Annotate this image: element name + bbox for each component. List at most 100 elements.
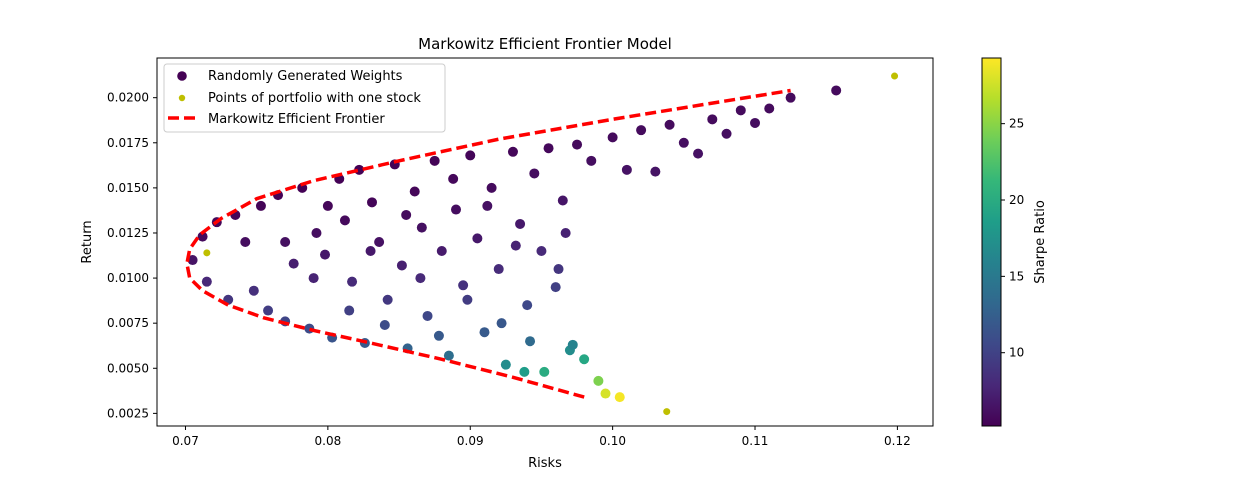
scatter-point xyxy=(607,132,618,143)
scatter-point xyxy=(255,200,266,211)
scatter-point xyxy=(496,318,507,329)
scatter-point xyxy=(621,164,632,175)
scatter-point xyxy=(415,273,426,284)
scatter-point xyxy=(379,319,390,330)
legend-label-single: Points of portfolio with one stock xyxy=(208,91,421,106)
legend: Randomly Generated Weights Points of por… xyxy=(163,63,446,133)
scatter-point xyxy=(347,276,358,287)
scatter-point xyxy=(443,350,454,361)
scatter-point xyxy=(486,182,497,193)
scatter-point xyxy=(263,305,274,316)
scatter-point xyxy=(197,231,208,242)
colorbar-tick-label: 20 xyxy=(1009,193,1024,207)
scatter-point xyxy=(579,354,590,365)
y-tick-label: 0.0050 xyxy=(107,361,149,375)
scatter-point xyxy=(187,255,198,266)
scatter-point xyxy=(664,119,675,130)
single-stock-point xyxy=(203,249,211,257)
scatter-point xyxy=(543,143,554,154)
scatter-point xyxy=(507,146,518,157)
legend-frame xyxy=(163,63,446,133)
single-stock-points xyxy=(203,72,899,416)
y-tick-label: 0.0125 xyxy=(107,226,149,240)
y-tick-label: 0.0200 xyxy=(107,91,149,105)
y-tick-label: 0.0150 xyxy=(107,181,149,195)
single-stock-point xyxy=(663,408,671,416)
x-tick-label: 0.07 xyxy=(172,434,199,448)
colorbar-tick-label: 15 xyxy=(1009,269,1024,283)
scatter-point xyxy=(472,233,483,244)
scatter-point xyxy=(465,150,476,161)
scatter-point xyxy=(308,273,319,284)
scatter-point xyxy=(367,197,378,208)
scatter-point xyxy=(448,173,459,184)
legend-marker-random xyxy=(177,71,187,81)
scatter-point xyxy=(831,85,842,96)
scatter-point xyxy=(500,359,511,370)
scatter-point xyxy=(785,92,796,103)
scatter-point xyxy=(536,246,547,257)
scatter-point xyxy=(678,137,689,148)
scatter-point xyxy=(374,237,385,247)
scatter-point xyxy=(322,200,333,211)
scatter-point xyxy=(344,305,355,316)
y-tick-label: 0.0100 xyxy=(107,271,149,285)
scatter-point xyxy=(510,240,521,251)
scatter-point xyxy=(382,294,393,305)
scatter-point xyxy=(593,375,604,386)
colorbar-bar xyxy=(981,57,1002,427)
plot-area: 0.07 0.08 0.09 0.10 0.11 0.12 0.0025 0.0050 0.0… xyxy=(107,57,934,448)
scatter-point xyxy=(600,388,611,399)
scatter-point xyxy=(560,227,571,238)
scatter-point xyxy=(436,246,447,257)
scatter-point xyxy=(750,117,761,128)
scatter-point xyxy=(462,294,473,305)
y-axis: 0.0025 0.0050 0.0075 0.0100 0.0125 0.0150 0.01… xyxy=(107,91,157,420)
scatter-point xyxy=(650,166,661,177)
scatter-points xyxy=(187,85,842,403)
scatter-point xyxy=(567,339,578,350)
x-tick-label: 0.09 xyxy=(457,434,484,448)
scatter-point xyxy=(519,366,530,377)
legend-marker-single xyxy=(178,94,186,102)
colorbar-label: Sharpe Ratio xyxy=(1033,200,1048,284)
legend-label-frontier: Markowitz Efficient Frontier xyxy=(208,112,385,127)
colorbar-ticks: 10 15 20 25 xyxy=(1001,117,1024,360)
single-stock-point xyxy=(891,72,899,80)
scatter-point xyxy=(297,182,308,193)
scatter-point xyxy=(721,128,732,139)
scatter-point xyxy=(365,246,376,257)
scatter-point xyxy=(614,392,625,403)
scatter-point xyxy=(693,148,704,159)
x-tick-label: 0.12 xyxy=(884,434,911,448)
scatter-point xyxy=(707,114,718,125)
scatter-point xyxy=(539,366,550,377)
scatter-point xyxy=(248,285,259,296)
scatter-point xyxy=(422,310,433,321)
scatter-point xyxy=(764,103,775,114)
x-tick-label: 0.08 xyxy=(315,434,342,448)
y-tick-label: 0.0175 xyxy=(107,136,149,150)
scatter-point xyxy=(288,258,299,269)
scatter-point xyxy=(636,125,647,136)
efficient-frontier xyxy=(185,88,791,399)
x-tick-label: 0.10 xyxy=(599,434,626,448)
y-tick-label: 0.0025 xyxy=(107,406,149,420)
scatter-point xyxy=(409,186,420,197)
colorbar-tick-label: 25 xyxy=(1009,117,1024,131)
scatter-point xyxy=(396,260,407,271)
y-axis-label: Return xyxy=(80,220,95,263)
scatter-point xyxy=(529,168,540,179)
scatter-point xyxy=(280,237,291,247)
x-tick-label: 0.11 xyxy=(742,434,769,448)
scatter-point xyxy=(240,237,251,247)
plot-frame xyxy=(156,57,934,427)
scatter-point xyxy=(451,204,462,215)
scatter-point xyxy=(522,300,533,311)
scatter-point xyxy=(572,139,583,150)
scatter-point xyxy=(201,276,212,287)
scatter-point xyxy=(553,264,564,275)
frontier-line xyxy=(185,88,791,399)
scatter-point xyxy=(433,330,444,341)
